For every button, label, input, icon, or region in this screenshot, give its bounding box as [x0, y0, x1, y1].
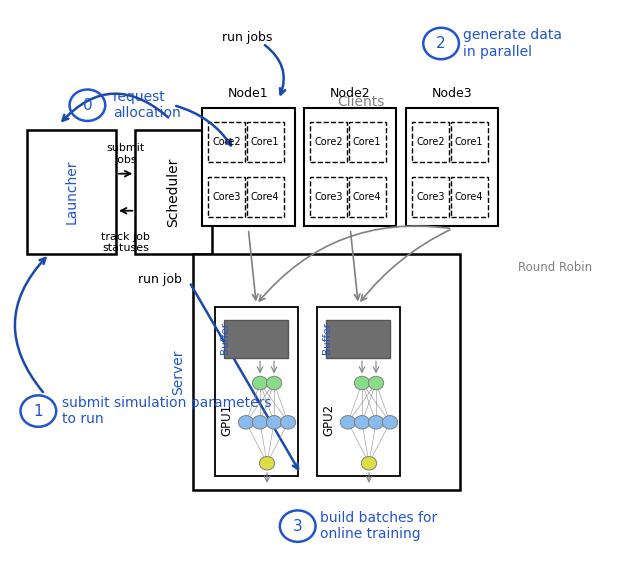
Text: GPU2: GPU2	[323, 404, 335, 436]
Text: GPU1: GPU1	[221, 404, 234, 436]
Circle shape	[238, 416, 253, 429]
Text: Core1: Core1	[353, 137, 381, 147]
Circle shape	[355, 416, 370, 429]
Text: Core4: Core4	[251, 192, 280, 202]
FancyBboxPatch shape	[349, 122, 386, 162]
Text: Core1: Core1	[455, 137, 483, 147]
FancyBboxPatch shape	[349, 177, 386, 218]
FancyBboxPatch shape	[406, 108, 499, 226]
FancyBboxPatch shape	[246, 122, 284, 162]
Text: generate data
in parallel: generate data in parallel	[463, 28, 563, 59]
Text: Core1: Core1	[251, 137, 280, 147]
Text: Node1: Node1	[228, 87, 269, 100]
Text: Node3: Node3	[432, 87, 472, 100]
Text: 3: 3	[293, 519, 303, 534]
Text: Round Robin: Round Robin	[518, 262, 591, 275]
FancyBboxPatch shape	[304, 108, 396, 226]
FancyBboxPatch shape	[246, 177, 284, 218]
Text: Launcher: Launcher	[65, 160, 79, 224]
Circle shape	[266, 416, 282, 429]
Circle shape	[340, 416, 356, 429]
Circle shape	[362, 456, 377, 470]
Text: 2: 2	[436, 36, 446, 51]
Text: Node2: Node2	[330, 87, 371, 100]
FancyBboxPatch shape	[310, 177, 348, 218]
Text: run job: run job	[138, 272, 182, 286]
FancyBboxPatch shape	[202, 108, 294, 226]
Circle shape	[266, 376, 282, 390]
Text: Core3: Core3	[315, 192, 343, 202]
Circle shape	[280, 416, 296, 429]
FancyBboxPatch shape	[412, 122, 449, 162]
Text: submit
jobs: submit jobs	[106, 143, 145, 165]
Text: Core2: Core2	[417, 137, 445, 147]
Text: Core3: Core3	[417, 192, 445, 202]
Circle shape	[252, 376, 268, 390]
Circle shape	[369, 376, 383, 390]
Text: request
allocation: request allocation	[113, 90, 180, 120]
Text: 1: 1	[33, 404, 43, 418]
FancyBboxPatch shape	[225, 320, 288, 358]
Circle shape	[259, 456, 275, 470]
Text: track job
statuses: track job statuses	[101, 232, 150, 253]
FancyBboxPatch shape	[135, 130, 212, 254]
FancyBboxPatch shape	[412, 177, 449, 218]
Text: submit simulation parameters
to run: submit simulation parameters to run	[62, 396, 271, 426]
Text: Scheduler: Scheduler	[166, 157, 180, 227]
Text: run jobs: run jobs	[221, 32, 272, 45]
FancyBboxPatch shape	[451, 122, 488, 162]
FancyBboxPatch shape	[27, 130, 116, 254]
FancyBboxPatch shape	[209, 122, 246, 162]
FancyBboxPatch shape	[209, 177, 246, 218]
FancyBboxPatch shape	[310, 122, 348, 162]
Circle shape	[355, 376, 370, 390]
Text: build batches for
online training: build batches for online training	[320, 511, 437, 541]
Text: Core3: Core3	[212, 192, 241, 202]
Text: Buffer: Buffer	[322, 322, 332, 354]
FancyBboxPatch shape	[326, 320, 390, 358]
Text: Server: Server	[172, 349, 186, 395]
FancyBboxPatch shape	[193, 254, 460, 490]
Text: Core4: Core4	[353, 192, 381, 202]
Circle shape	[252, 416, 268, 429]
Text: Buffer: Buffer	[220, 322, 230, 354]
Text: Core4: Core4	[455, 192, 483, 202]
FancyBboxPatch shape	[451, 177, 488, 218]
Text: 0: 0	[83, 98, 92, 113]
Text: Core2: Core2	[315, 137, 343, 147]
Text: Core2: Core2	[212, 137, 241, 147]
Circle shape	[382, 416, 397, 429]
Text: Clients: Clients	[338, 95, 385, 109]
Circle shape	[369, 416, 383, 429]
FancyBboxPatch shape	[215, 307, 298, 475]
FancyBboxPatch shape	[317, 307, 399, 475]
